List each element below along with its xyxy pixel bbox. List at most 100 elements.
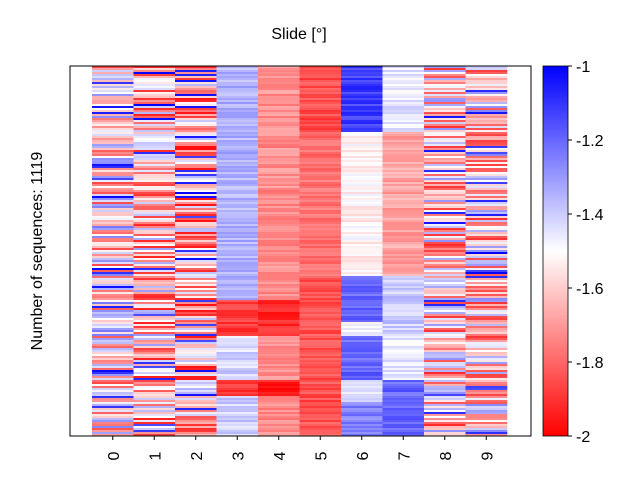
- heatmap-cell: [299, 268, 342, 271]
- heatmap-cell: [175, 126, 217, 129]
- heatmap-cell: [92, 126, 134, 129]
- heatmap-cell: [133, 136, 176, 139]
- heatmap-cell: [341, 238, 383, 241]
- heatmap-cell: [258, 332, 300, 335]
- heatmap-cell: [133, 268, 176, 271]
- heatmap-cell: [299, 432, 342, 435]
- heatmap-cell: [216, 424, 259, 427]
- heatmap-cell: [424, 78, 466, 81]
- heatmap-cell: [382, 414, 425, 417]
- heatmap-cell: [299, 222, 342, 225]
- heatmap-cell: [299, 340, 342, 343]
- heatmap-cell: [341, 418, 383, 421]
- heatmap-cell: [465, 222, 508, 225]
- heatmap-cell: [216, 270, 259, 273]
- heatmap-cell: [133, 78, 176, 81]
- heatmap-cell: [175, 330, 217, 333]
- heatmap-cell: [258, 260, 300, 263]
- heatmap-cell: [424, 204, 466, 207]
- heatmap-cell: [299, 286, 342, 289]
- heatmap-cell: [299, 376, 342, 379]
- heatmap-cell: [299, 68, 342, 71]
- heatmap-cell: [299, 278, 342, 281]
- heatmap-cell: [424, 66, 466, 69]
- heatmap-cell: [341, 146, 383, 149]
- heatmap-cell: [216, 182, 259, 185]
- heatmap-cell: [424, 298, 466, 301]
- heatmap-cell: [133, 66, 176, 69]
- heatmap-cell: [424, 158, 466, 161]
- heatmap-cell: [133, 410, 176, 413]
- heatmap-cell: [341, 346, 383, 349]
- heatmap-cell: [258, 108, 300, 111]
- heatmap-cell: [175, 400, 217, 403]
- heatmap-cell: [465, 128, 508, 131]
- heatmap-cell: [216, 278, 259, 281]
- heatmap-cell: [175, 390, 217, 393]
- heatmap-cell: [133, 328, 176, 331]
- heatmap-cell: [341, 280, 383, 283]
- heatmap-cell: [424, 428, 466, 431]
- heatmap-cell: [341, 314, 383, 317]
- heatmap-cell: [175, 364, 217, 367]
- heatmap-cell: [299, 162, 342, 165]
- heatmap-cell: [92, 214, 134, 217]
- heatmap-cell: [465, 378, 508, 381]
- heatmap-cell: [92, 138, 134, 141]
- heatmap-cell: [341, 212, 383, 215]
- heatmap-cell: [92, 132, 134, 135]
- heatmap-cell: [424, 248, 466, 251]
- heatmap-cell: [424, 208, 466, 211]
- heatmap-cell: [299, 300, 342, 303]
- heatmap-cell: [216, 400, 259, 403]
- heatmap-cell: [133, 114, 176, 117]
- heatmap-cell: [216, 176, 259, 179]
- heatmap-cell: [133, 232, 176, 235]
- heatmap-cell: [133, 84, 176, 87]
- heatmap-cell: [341, 200, 383, 203]
- heatmap-cell: [341, 430, 383, 433]
- heatmap-cell: [424, 182, 466, 185]
- heatmap-cell: [299, 394, 342, 397]
- heatmap-cell: [465, 236, 508, 239]
- heatmap-cell: [216, 246, 259, 249]
- heatmap-cell: [382, 430, 425, 433]
- heatmap-cell: [341, 276, 383, 279]
- heatmap-cell: [133, 310, 176, 313]
- heatmap-cell: [258, 252, 300, 255]
- heatmap-cell: [175, 140, 217, 143]
- heatmap-cell: [216, 290, 259, 293]
- heatmap-cell: [299, 370, 342, 373]
- heatmap-cell: [92, 228, 134, 231]
- heatmap-cell: [175, 88, 217, 91]
- heatmap-cell: [92, 208, 134, 211]
- heatmap-cell: [424, 398, 466, 401]
- heatmap-cell: [258, 370, 300, 373]
- heatmap-cell: [175, 394, 217, 397]
- heatmap-cell: [382, 250, 425, 253]
- heatmap-cell: [216, 322, 259, 325]
- heatmap-cell: [382, 374, 425, 377]
- heatmap-cell: [424, 224, 466, 227]
- heatmap-cell: [341, 390, 383, 393]
- heatmap-cell: [216, 306, 259, 309]
- heatmap-cell: [465, 350, 508, 353]
- heatmap-cell: [424, 368, 466, 371]
- heatmap-cell: [216, 324, 259, 327]
- heatmap-cell: [258, 254, 300, 257]
- heatmap-cell: [258, 166, 300, 169]
- heatmap-cell: [299, 122, 342, 125]
- heatmap-cell: [382, 290, 425, 293]
- heatmap-cell: [216, 130, 259, 133]
- heatmap-cell: [175, 324, 217, 327]
- heatmap-cell: [216, 328, 259, 331]
- heatmap-cell: [424, 366, 466, 369]
- heatmap-cell: [92, 432, 134, 435]
- heatmap-cell: [258, 314, 300, 317]
- heatmap-cell: [465, 248, 508, 251]
- heatmap-cell: [258, 372, 300, 375]
- heatmap-cell: [299, 276, 342, 279]
- heatmap-cell: [258, 296, 300, 299]
- heatmap-cell: [133, 244, 176, 247]
- heatmap-cell: [258, 104, 300, 107]
